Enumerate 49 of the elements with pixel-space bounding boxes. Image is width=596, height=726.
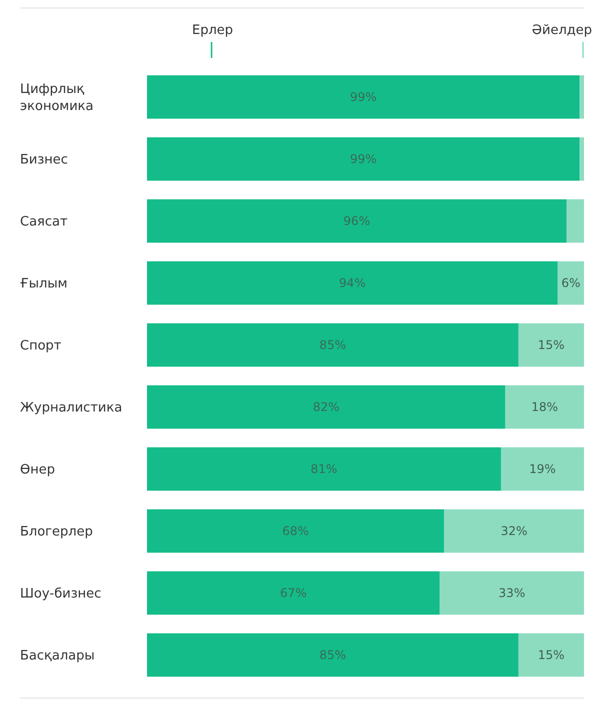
- data-label: 19%: [529, 462, 556, 476]
- data-label: 33%: [498, 586, 526, 600]
- bar: [440, 571, 584, 615]
- bar: [566, 199, 584, 243]
- y-tick-label: Өнер: [20, 462, 55, 478]
- bar: [147, 323, 518, 367]
- y-tick-label: Бизнес: [20, 152, 68, 168]
- data-label: 18%: [531, 400, 558, 414]
- data-label: 82%: [312, 400, 340, 414]
- bar: [147, 633, 518, 677]
- bar: [147, 199, 567, 243]
- bar: [147, 75, 580, 119]
- y-tick-label: Журналистика: [20, 400, 122, 416]
- y-tick-label: Блогерлер: [20, 524, 93, 540]
- data-label: 96%: [343, 214, 370, 228]
- text: Әйелдер: [532, 23, 592, 38]
- data-label: 99%: [350, 152, 377, 166]
- data-label: 67%: [280, 586, 307, 600]
- bar: [500, 447, 584, 491]
- bar: [580, 75, 584, 119]
- data-label: 6%: [561, 276, 580, 290]
- y-tick-label: Ғылым: [20, 276, 68, 292]
- data-label: 94%: [339, 276, 366, 290]
- y-tick-label: Спорт: [20, 338, 62, 354]
- y-tick-label: Шоу-бизнес: [20, 586, 102, 602]
- data-label: 81%: [310, 462, 338, 476]
- data-label: 15%: [538, 648, 565, 662]
- bar: [147, 385, 506, 429]
- bar: [505, 385, 584, 429]
- data-label: 15%: [538, 338, 565, 352]
- data-label: 68%: [282, 524, 309, 538]
- bar: [444, 509, 584, 553]
- bar: [147, 509, 444, 553]
- data-label: 32%: [500, 524, 528, 538]
- bar: [147, 261, 558, 305]
- bar: [147, 571, 440, 615]
- bar: [518, 633, 584, 677]
- bar: [558, 261, 584, 305]
- data-label: 99%: [350, 90, 377, 104]
- y-tick-label: Саясат: [20, 214, 68, 230]
- text: Ерлер: [192, 23, 234, 38]
- data-label: 85%: [319, 648, 346, 662]
- data-label: 85%: [319, 338, 346, 352]
- y-tick-label: Басқалары: [20, 648, 95, 664]
- y-tick-label: Цифрлық экономика: [20, 82, 94, 114]
- bar: [518, 323, 584, 367]
- bar: [580, 137, 584, 181]
- bar: [147, 447, 501, 491]
- bar: [147, 137, 580, 181]
